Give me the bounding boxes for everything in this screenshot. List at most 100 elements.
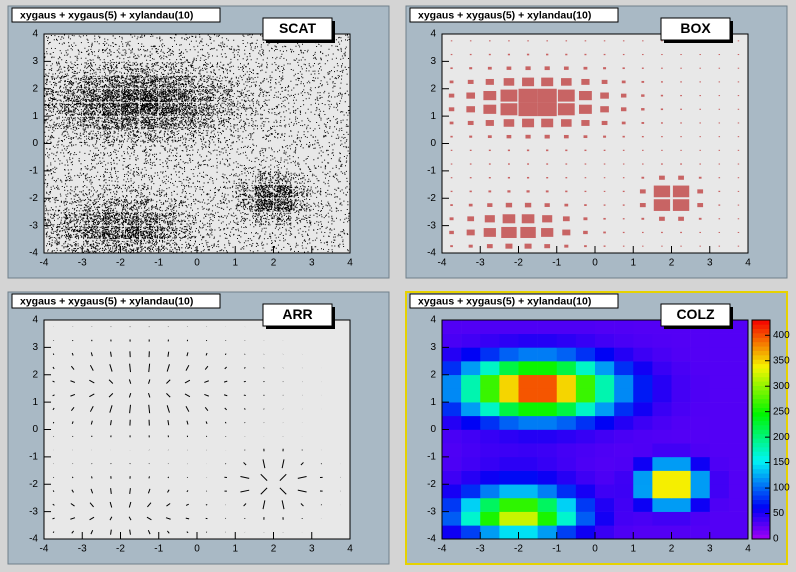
color-cell — [614, 456, 634, 471]
x-tick-label: 4 — [347, 544, 353, 555]
box-cell — [697, 203, 704, 208]
scatter-cell — [63, 116, 82, 130]
box-cell — [680, 67, 682, 69]
box-cell — [641, 122, 645, 124]
box-cell — [718, 190, 721, 193]
box-cell — [489, 40, 491, 42]
box-cell — [680, 81, 682, 83]
scatter-cell — [122, 157, 140, 171]
color-cell — [499, 388, 519, 403]
color-cell — [690, 415, 711, 430]
color-cell — [461, 484, 481, 499]
scatter-cell — [101, 130, 121, 144]
z-tick-label: 0 — [773, 534, 779, 545]
color-cell — [499, 456, 519, 471]
scatter-cell — [140, 171, 159, 185]
box-cell — [506, 66, 512, 70]
color-cell — [690, 511, 711, 526]
box-cell — [603, 245, 606, 247]
color-cell — [480, 511, 500, 526]
color-cell — [480, 347, 500, 362]
color-cell — [614, 525, 634, 540]
scatter-cell — [158, 61, 178, 75]
color-cell — [499, 443, 519, 458]
box-cell — [737, 67, 740, 69]
y-tick-label: 4 — [32, 315, 38, 326]
arrow-cell — [109, 516, 113, 521]
box-cell — [469, 67, 473, 70]
color-cell — [728, 511, 749, 526]
palette-step — [752, 394, 770, 400]
arrow-cell — [71, 476, 74, 479]
scatter-cell — [82, 184, 102, 199]
arrow-cell — [243, 367, 246, 369]
scatter-cell — [139, 225, 159, 240]
box-cell — [699, 108, 701, 110]
scatter-cell — [120, 102, 140, 116]
box-cell — [718, 177, 721, 179]
x-tick-label: 2 — [271, 544, 277, 555]
arrow-cell — [204, 393, 209, 397]
color-cell — [633, 497, 653, 512]
pad[interactable]: -4 -3 -2 -1 0 1 2 3 4 -4 -3 -2 -1 0 1 2 3 4 0 50 100 150 200 25… — [405, 291, 790, 565]
arrow-cell — [89, 406, 94, 412]
frame — [43, 319, 351, 540]
color-cell — [652, 470, 672, 485]
scatter-cell — [197, 102, 216, 117]
scatter-cell — [311, 171, 331, 185]
arrow-cell — [109, 501, 113, 508]
scatter-cell — [293, 75, 312, 89]
box-cell — [680, 245, 682, 247]
scatter-cell — [294, 212, 312, 226]
box-cell — [537, 88, 557, 103]
y-tick-label: 2 — [32, 83, 38, 94]
palette-step — [752, 363, 770, 369]
color-cell — [728, 470, 749, 485]
box-cell — [583, 217, 588, 221]
palette-step — [752, 455, 770, 461]
palette-step — [752, 503, 770, 509]
box-cell — [545, 190, 549, 193]
y-tick-label: -1 — [29, 166, 38, 177]
scatter-cell — [120, 239, 140, 253]
color-cell — [499, 361, 519, 376]
box-cell — [488, 53, 491, 56]
color-cell — [633, 333, 653, 348]
color-cell — [537, 347, 558, 362]
color-cell — [518, 497, 538, 512]
color-cell — [537, 525, 558, 540]
pad[interactable]: -4 -3 -2 -1 0 1 2 3 4 -4 -3 -2 -1 0 1 2 3 4 xygaus + xygau… — [405, 5, 788, 279]
box-cell — [525, 66, 531, 71]
box-cell — [603, 177, 606, 179]
scatter-cell — [120, 225, 140, 240]
arrow-cell — [243, 408, 246, 410]
scatter-cell — [46, 157, 63, 171]
box-cell — [737, 149, 740, 151]
y-tick-label: -1 — [427, 166, 436, 177]
scatter-cell — [273, 212, 292, 226]
box-cell — [622, 163, 625, 165]
scatter-cell — [273, 116, 292, 128]
color-cell — [709, 497, 730, 512]
color-cell — [633, 415, 653, 430]
color-cell — [537, 388, 558, 403]
scatter-cell — [331, 34, 350, 48]
box-cell — [697, 189, 704, 194]
palette-step — [752, 442, 770, 448]
pad[interactable]: -4 -3 -2 -1 0 1 2 3 4 -4 -3 -2 -1 0 1 2 3 4 xygaus + xygau… — [7, 291, 390, 565]
color-cell — [442, 484, 462, 499]
scatter-cell — [235, 226, 255, 240]
scatter-cell — [63, 239, 83, 253]
arrow-cell — [128, 392, 132, 398]
box-cell — [699, 149, 701, 151]
x-tick-label: -4 — [40, 258, 49, 269]
scatter-cell — [274, 62, 292, 74]
box-cell — [661, 231, 663, 234]
scatter-cell — [82, 198, 101, 212]
color-cell — [575, 402, 596, 417]
pad[interactable]: -4 -3 -2 -1 0 1 2 3 4 -4 -3 -2 -1 0 1 2 3 4 xygaus + xygau… — [7, 5, 390, 279]
color-cell — [480, 443, 500, 458]
scatter-cell — [101, 102, 121, 117]
scatter-cell — [331, 212, 350, 225]
box-cell — [622, 204, 625, 206]
